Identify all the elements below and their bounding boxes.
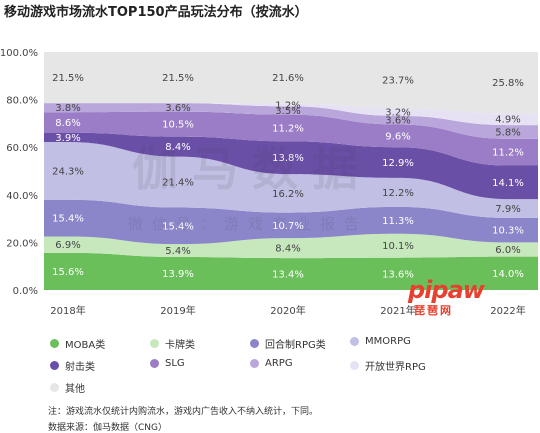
area-8 xyxy=(44,52,538,114)
value-label: 3.6% xyxy=(165,103,190,114)
footnote: 注：游戏流水仅统计内购流水，游戏内广告收入不纳入统计，下同。 xyxy=(48,407,319,417)
value-label: 25.8% xyxy=(492,78,524,89)
value-label: 8.6% xyxy=(55,118,80,129)
area-0 xyxy=(44,252,538,290)
value-label: 24.3% xyxy=(52,166,84,177)
value-label: 10.7% xyxy=(272,221,304,232)
chart-title: 移动游戏市场流水TOP150产品玩法分布（按流水） xyxy=(4,5,308,20)
value-label: 15.4% xyxy=(162,221,194,232)
value-label: 8.4% xyxy=(165,142,190,153)
value-label: 3.5% xyxy=(275,106,300,117)
value-label: 13.9% xyxy=(162,269,194,280)
y-tick-label: 0.0% xyxy=(13,286,38,297)
value-label: 10.5% xyxy=(162,120,194,131)
value-label: 21.4% xyxy=(162,178,194,189)
value-label: 10.3% xyxy=(492,226,524,237)
value-label: 21.6% xyxy=(272,73,304,84)
value-label: 11.3% xyxy=(382,216,414,227)
value-label: 12.2% xyxy=(382,188,414,199)
x-tick-label: 2020年 xyxy=(270,304,305,317)
value-label: 12.9% xyxy=(382,158,414,169)
area-7 xyxy=(44,103,538,126)
value-label: 9.6% xyxy=(385,131,410,142)
value-label: 13.6% xyxy=(382,269,414,280)
value-label: 21.5% xyxy=(52,73,84,84)
x-tick-label: 2022年 xyxy=(490,304,525,317)
y-tick-label: 60.0% xyxy=(6,143,38,154)
value-label: 16.2% xyxy=(272,189,304,200)
value-label: 3.8% xyxy=(55,103,80,114)
value-label: 21.5% xyxy=(162,73,194,84)
x-tick-label: 2019年 xyxy=(160,304,195,317)
value-label: 11.2% xyxy=(492,148,524,159)
logo-main: pipaw xyxy=(408,276,485,304)
value-label: 6.9% xyxy=(55,240,80,251)
x-tick-label: 2018年 xyxy=(50,304,85,317)
value-label: 5.8% xyxy=(495,127,520,138)
y-tick-label: 20.0% xyxy=(6,238,38,249)
value-label: 1.2% xyxy=(275,100,300,111)
value-label: 4.9% xyxy=(495,115,520,126)
area-2 xyxy=(44,199,538,245)
value-label: 7.9% xyxy=(495,204,520,215)
area-5 xyxy=(44,111,538,166)
y-tick-label: 80.0% xyxy=(6,96,38,107)
watermark-sub: 微信号：游戏产业报告 xyxy=(128,215,369,233)
value-label: 3.6% xyxy=(385,116,410,127)
data-source: 数据来源：伽马数据（CNG） xyxy=(48,423,167,433)
area-1 xyxy=(44,233,538,259)
area-3 xyxy=(44,141,538,218)
value-label: 23.7% xyxy=(382,76,414,87)
value-label: 11.2% xyxy=(272,123,304,134)
x-tick-label: 2021年 xyxy=(380,304,415,317)
value-label: 6.0% xyxy=(495,245,520,256)
area-6 xyxy=(44,103,538,139)
value-label: 15.4% xyxy=(52,214,84,225)
y-tick-label: 40.0% xyxy=(6,191,38,202)
area-4 xyxy=(44,132,538,200)
value-label: 8.4% xyxy=(275,244,300,255)
value-label: 14.0% xyxy=(492,269,524,280)
value-label: 13.4% xyxy=(272,270,304,281)
value-label: 13.8% xyxy=(272,153,304,164)
pipaw-logo: pipaw 琵琶网 xyxy=(408,276,485,317)
logo-sub: 琵琶网 xyxy=(414,304,453,317)
watermark-main: 伽马数据 xyxy=(132,142,372,196)
value-label: 3.9% xyxy=(55,133,80,144)
value-label: 15.6% xyxy=(52,267,84,278)
value-label: 10.1% xyxy=(382,241,414,252)
value-label: 3.2% xyxy=(385,108,410,119)
value-label: 14.1% xyxy=(492,178,524,189)
y-tick-label: 100.0% xyxy=(0,48,38,59)
value-label: 5.4% xyxy=(165,246,190,257)
